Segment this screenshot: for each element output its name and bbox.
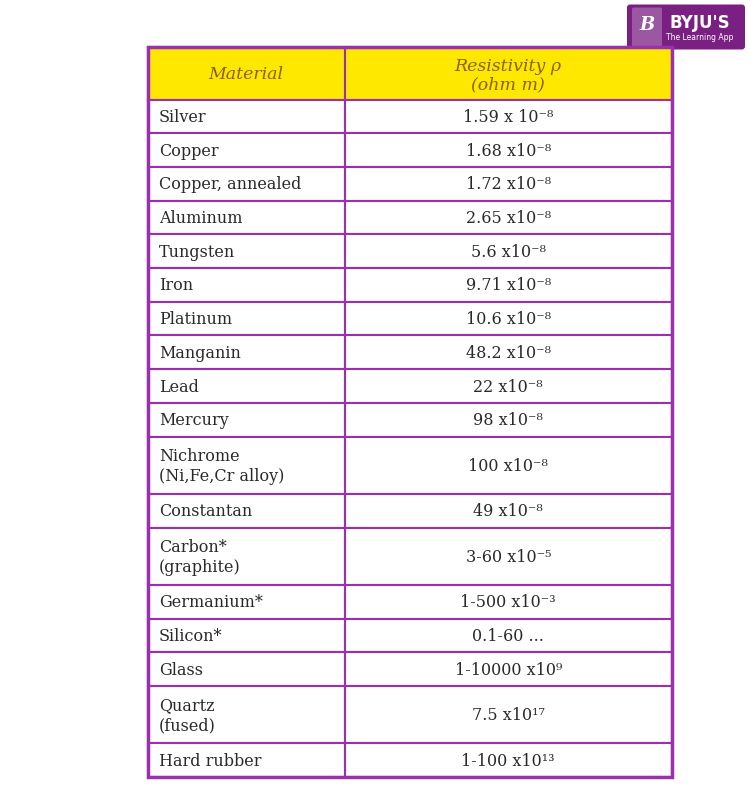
Bar bbox=[148, 494, 344, 528]
FancyBboxPatch shape bbox=[627, 6, 745, 51]
Bar bbox=[148, 302, 344, 336]
Text: 1.72 x10⁻⁸: 1.72 x10⁻⁸ bbox=[466, 176, 550, 193]
Bar bbox=[344, 743, 672, 777]
Bar bbox=[344, 302, 672, 336]
Text: 5.6 x10⁻⁸: 5.6 x10⁻⁸ bbox=[471, 244, 546, 261]
Bar bbox=[344, 687, 672, 743]
Text: 0.1-60 ...: 0.1-60 ... bbox=[472, 627, 544, 644]
Text: Quartz
(fused): Quartz (fused) bbox=[159, 696, 216, 733]
Bar bbox=[344, 168, 672, 201]
Bar bbox=[148, 403, 344, 437]
Bar bbox=[344, 370, 672, 403]
Text: 2.65 x10⁻⁸: 2.65 x10⁻⁸ bbox=[466, 210, 550, 227]
Text: 1.59 x 10⁻⁸: 1.59 x 10⁻⁸ bbox=[463, 109, 554, 126]
Bar bbox=[148, 687, 344, 743]
Bar bbox=[148, 336, 344, 370]
Bar bbox=[148, 653, 344, 687]
Text: 10.6 x10⁻⁸: 10.6 x10⁻⁸ bbox=[466, 310, 550, 328]
Text: 48.2 x10⁻⁸: 48.2 x10⁻⁸ bbox=[466, 344, 550, 362]
Bar bbox=[148, 168, 344, 201]
Bar bbox=[148, 48, 672, 777]
Text: BYJU'S: BYJU'S bbox=[670, 14, 730, 32]
Bar bbox=[148, 585, 344, 619]
Text: Silicon*: Silicon* bbox=[159, 627, 223, 644]
Text: (ohm m): (ohm m) bbox=[471, 76, 545, 93]
Bar bbox=[148, 201, 344, 235]
Text: Iron: Iron bbox=[159, 277, 194, 294]
Text: Constantan: Constantan bbox=[159, 503, 252, 520]
Text: Copper: Copper bbox=[159, 143, 219, 160]
Bar bbox=[148, 370, 344, 403]
Bar bbox=[344, 437, 672, 494]
Text: Lead: Lead bbox=[159, 378, 199, 395]
Text: Nichrome
(Ni,Fe,Cr alloy): Nichrome (Ni,Fe,Cr alloy) bbox=[159, 447, 284, 484]
Bar bbox=[344, 48, 672, 100]
Text: The Learning App: The Learning App bbox=[666, 32, 734, 42]
Bar bbox=[148, 269, 344, 302]
Bar bbox=[148, 437, 344, 494]
Text: 1-500 x10⁻³: 1-500 x10⁻³ bbox=[460, 593, 556, 610]
Bar bbox=[344, 403, 672, 437]
Text: Hard rubber: Hard rubber bbox=[159, 751, 262, 768]
Text: 9.71 x10⁻⁸: 9.71 x10⁻⁸ bbox=[466, 277, 550, 294]
Text: 7.5 x10¹⁷: 7.5 x10¹⁷ bbox=[472, 707, 544, 723]
Text: Material: Material bbox=[209, 66, 284, 83]
Text: Manganin: Manganin bbox=[159, 344, 241, 362]
FancyBboxPatch shape bbox=[632, 9, 662, 47]
Bar bbox=[344, 494, 672, 528]
Text: Silver: Silver bbox=[159, 109, 206, 126]
Bar bbox=[148, 528, 344, 585]
Bar bbox=[148, 743, 344, 777]
Bar bbox=[344, 528, 672, 585]
Bar bbox=[148, 619, 344, 653]
Text: 49 x10⁻⁸: 49 x10⁻⁸ bbox=[473, 503, 543, 520]
Bar bbox=[344, 653, 672, 687]
Bar bbox=[148, 48, 344, 100]
Bar bbox=[344, 585, 672, 619]
Bar bbox=[344, 619, 672, 653]
Text: Glass: Glass bbox=[159, 661, 203, 678]
Bar bbox=[344, 201, 672, 235]
Bar bbox=[344, 235, 672, 269]
Bar bbox=[344, 269, 672, 302]
Bar bbox=[148, 134, 344, 168]
Text: Copper, annealed: Copper, annealed bbox=[159, 176, 302, 193]
Text: B: B bbox=[639, 16, 655, 34]
Text: Germanium*: Germanium* bbox=[159, 593, 262, 610]
Text: 22 x10⁻⁸: 22 x10⁻⁸ bbox=[473, 378, 543, 395]
Text: 1-10000 x10⁹: 1-10000 x10⁹ bbox=[454, 661, 562, 678]
Text: Tungsten: Tungsten bbox=[159, 244, 236, 261]
Text: 1-100 x10¹³: 1-100 x10¹³ bbox=[461, 751, 555, 768]
Text: Platinum: Platinum bbox=[159, 310, 232, 328]
Text: 3-60 x10⁻⁵: 3-60 x10⁻⁵ bbox=[466, 548, 551, 565]
Text: 1.68 x10⁻⁸: 1.68 x10⁻⁸ bbox=[466, 143, 550, 160]
Bar bbox=[344, 336, 672, 370]
Text: Carbon*
(graphite): Carbon* (graphite) bbox=[159, 538, 241, 575]
Bar bbox=[148, 235, 344, 269]
Bar bbox=[344, 100, 672, 134]
Text: Mercury: Mercury bbox=[159, 411, 229, 429]
Bar bbox=[148, 100, 344, 134]
Text: Aluminum: Aluminum bbox=[159, 210, 242, 227]
Text: 100 x10⁻⁸: 100 x10⁻⁸ bbox=[468, 457, 548, 474]
Bar bbox=[344, 134, 672, 168]
Text: 98 x10⁻⁸: 98 x10⁻⁸ bbox=[473, 411, 543, 429]
Text: Resistivity ρ: Resistivity ρ bbox=[454, 58, 562, 75]
